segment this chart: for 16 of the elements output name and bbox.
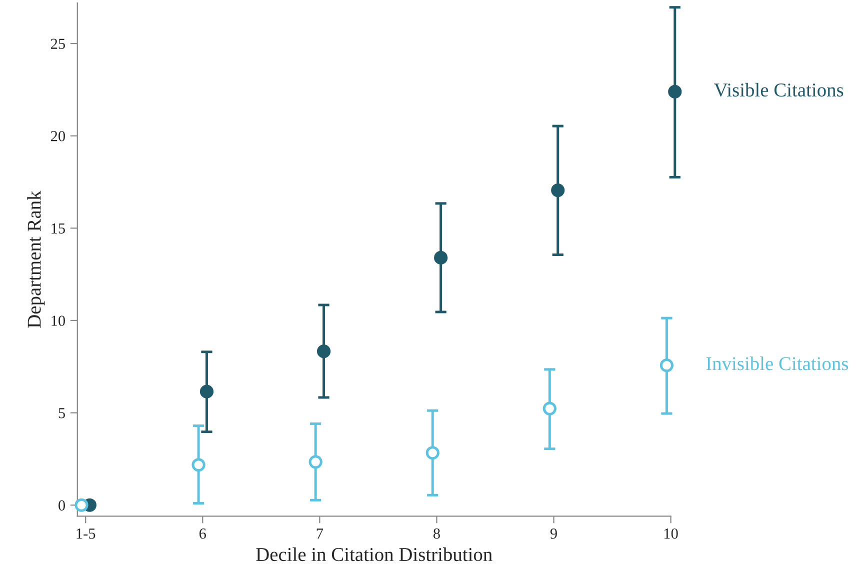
x-tick-label: 8 bbox=[433, 528, 440, 539]
y-tick-label: 5 bbox=[58, 408, 65, 418]
y-axis-title: Department Rank bbox=[27, 190, 45, 328]
x-tick-label: 1-5 bbox=[76, 528, 96, 539]
x-tick-label: 9 bbox=[550, 528, 557, 539]
y-tick-label: 25 bbox=[50, 38, 65, 49]
series-label: Visible Citations bbox=[714, 82, 844, 97]
y-tick-label: 10 bbox=[52, 316, 66, 326]
y-tick-label: 0 bbox=[58, 500, 66, 511]
x-tick-label: 10 bbox=[664, 528, 678, 539]
x-axis-title: Decile in Citation Distribution bbox=[256, 547, 492, 562]
y-tick-label: 20 bbox=[50, 130, 66, 142]
x-tick-label: 6 bbox=[199, 528, 206, 539]
x-tick-label: 7 bbox=[316, 528, 324, 539]
y-tick-label: 15 bbox=[52, 223, 65, 234]
series-label: Invisible Citations bbox=[706, 356, 848, 370]
